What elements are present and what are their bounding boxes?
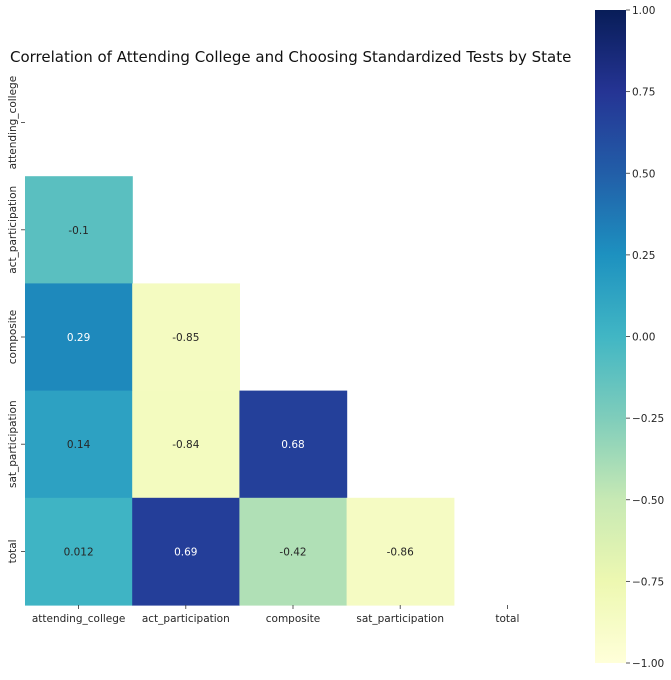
colorbar-tick-label: −0.50	[632, 495, 664, 507]
x-tick-label: act_participation	[142, 613, 230, 625]
x-tick-label: total	[495, 613, 519, 625]
colorbar-tick-label: −1.00	[632, 658, 664, 670]
heatmap-cell	[25, 176, 133, 284]
y-tick-label: sat_participation	[7, 400, 19, 488]
heatmap-cell	[239, 497, 348, 606]
cell-value-label: -0.42	[279, 546, 306, 558]
cell-value-label: 0.012	[64, 546, 94, 558]
y-tick-label: attending_college	[7, 76, 19, 170]
heatmap-cell	[132, 283, 240, 392]
x-tick-label: sat_participation	[356, 613, 444, 625]
heatmap-cell	[132, 390, 240, 499]
x-tick-label: composite	[266, 613, 320, 625]
colorbar-tick-label: 0.50	[632, 168, 655, 180]
heatmap-cell	[132, 497, 240, 606]
cell-value-label: -0.85	[172, 332, 199, 344]
heatmap-cell	[25, 283, 133, 392]
chart-title: Correlation of Attending College and Cho…	[10, 48, 572, 66]
y-tick-label: total	[7, 539, 19, 563]
colorbar-tick-label: 0.75	[632, 87, 655, 99]
colorbar-tick-label: 0.25	[632, 250, 655, 262]
heatmap-cell	[25, 390, 133, 499]
cell-value-label: 0.29	[67, 332, 90, 344]
cell-value-label: -0.86	[387, 546, 414, 558]
colorbar	[595, 10, 626, 663]
colorbar-tick-label: −0.25	[632, 413, 664, 425]
colorbar-tick-label: 1.00	[632, 5, 655, 17]
y-tick-label: composite	[7, 310, 19, 364]
y-tick-label: act_participation	[7, 186, 19, 274]
cell-value-label: 0.69	[174, 546, 197, 558]
heatmap-cell	[25, 497, 133, 606]
cell-value-label: -0.1	[68, 225, 89, 237]
heatmap-cell	[239, 390, 348, 499]
cell-value-label: 0.14	[67, 439, 91, 451]
colorbar-tick-label: 0.00	[632, 332, 655, 344]
colorbar-tick-label: −0.75	[632, 576, 664, 588]
cell-value-label: -0.84	[172, 439, 199, 451]
x-tick-label: attending_college	[32, 613, 126, 625]
cell-value-label: 0.68	[281, 439, 304, 451]
heatmap-cell	[346, 497, 455, 606]
